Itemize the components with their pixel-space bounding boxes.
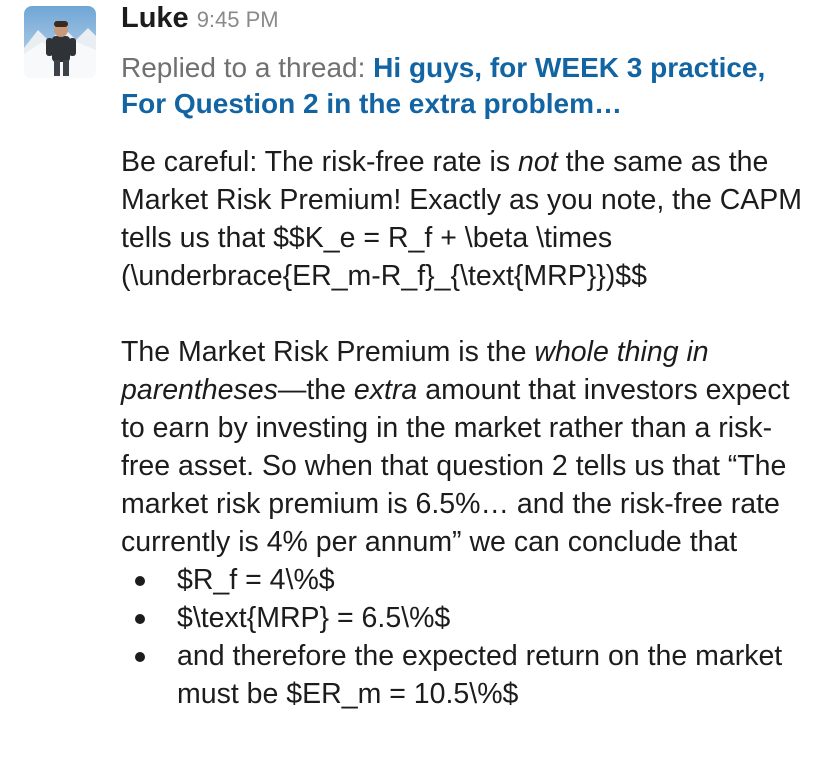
message-body: Be careful: The risk-free rate is not th… (121, 143, 811, 713)
p2-emphasis-2: extra (354, 374, 417, 406)
message-header: Luke 9:45 PM (121, 0, 811, 46)
p2-text-a: The Market Risk Premium is the (121, 336, 534, 368)
p1-text-a: Be careful: The risk-free rate is (121, 146, 518, 178)
list-item: and therefore the expected return on the… (121, 637, 811, 713)
p2-text-b: —the (278, 374, 354, 406)
avatar-photo (24, 6, 96, 78)
bullet-dot-icon (135, 576, 145, 586)
paragraph-1: Be careful: The risk-free rate is not th… (121, 143, 811, 295)
message-content: Luke 9:45 PM Replied to a thread: Hi guy… (121, 0, 811, 713)
bullet-list: $R_f = 4\%$ $\text{MRP} = 6.5\%$ and the… (121, 561, 811, 713)
thread-reply-line: Replied to a thread: Hi guys, for WEEK 3… (121, 50, 811, 122)
bullet-text: $R_f = 4\%$ (177, 564, 335, 596)
list-item: $\text{MRP} = 6.5\%$ (121, 599, 811, 637)
p1-emphasis: not (518, 146, 558, 178)
paragraph-2: The Market Risk Premium is the whole thi… (121, 333, 811, 561)
bullet-text: $\text{MRP} = 6.5\%$ (177, 602, 450, 634)
replied-prefix: Replied to a thread: (121, 52, 373, 83)
bullet-dot-icon (135, 614, 145, 624)
message-timestamp[interactable]: 9:45 PM (197, 7, 279, 33)
bullet-dot-icon (135, 652, 145, 662)
avatar[interactable] (24, 6, 96, 78)
paragraph-spacer (121, 295, 811, 333)
list-item: $R_f = 4\%$ (121, 561, 811, 599)
author-name[interactable]: Luke (121, 2, 189, 35)
bullet-text: and therefore the expected return on the… (177, 640, 782, 710)
